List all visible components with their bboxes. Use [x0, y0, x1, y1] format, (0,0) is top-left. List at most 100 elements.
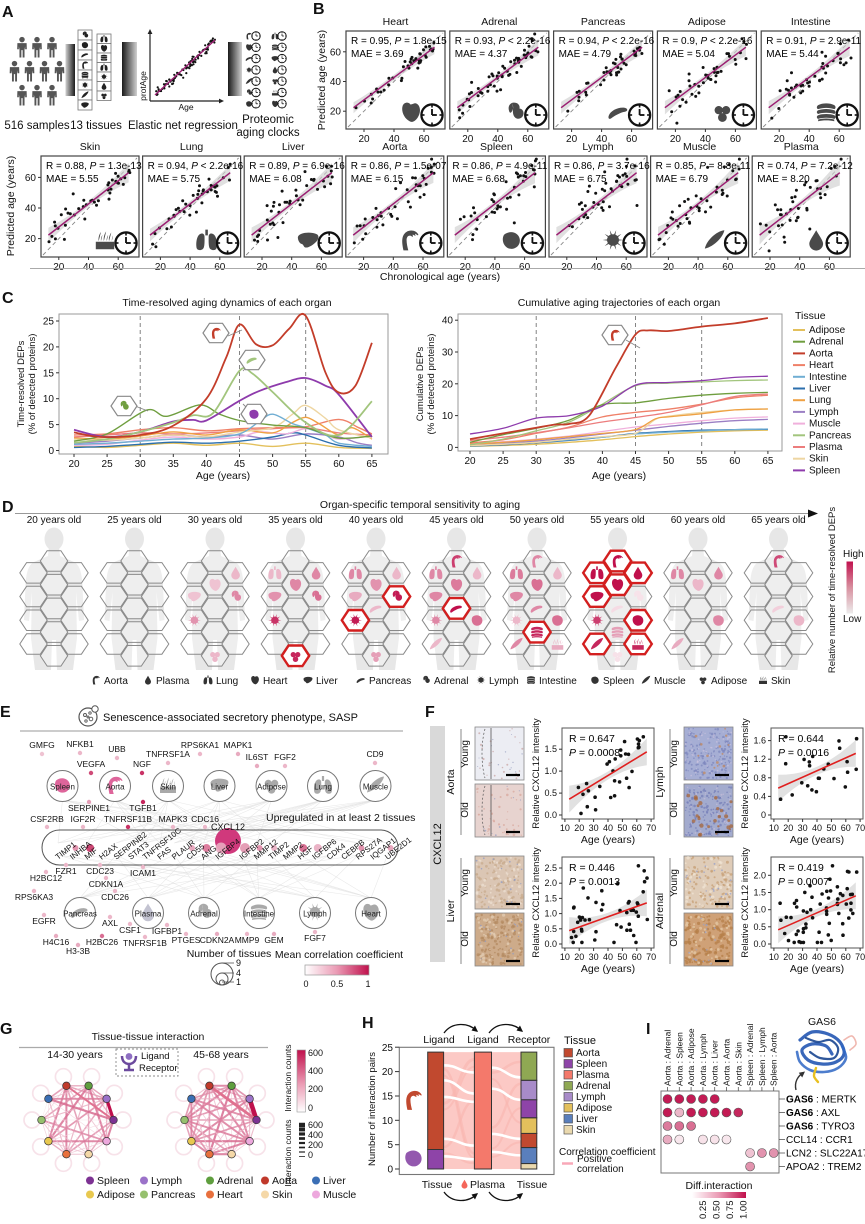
svg-text:0.5: 0.5	[544, 788, 557, 798]
svg-text:0.5: 0.5	[544, 924, 557, 934]
svg-text:40: 40	[603, 952, 613, 962]
svg-text:5: 5	[387, 1140, 393, 1151]
svg-text:Age (years): Age (years)	[581, 963, 635, 975]
svg-text:Relative number of time-resolv: Relative number of time-resolved DEPs	[827, 507, 838, 674]
svg-text:Positive: Positive	[577, 1154, 612, 1165]
svg-text:55: 55	[696, 456, 708, 467]
svg-text:20: 20	[774, 134, 786, 145]
svg-text:IGF2R: IGF2R	[70, 814, 95, 824]
svg-text:C: C	[2, 290, 14, 307]
svg-text:RPS6KA3: RPS6KA3	[15, 892, 54, 902]
svg-text:Heart: Heart	[383, 16, 409, 28]
svg-text:MAE = 5.44: MAE = 5.44	[766, 49, 819, 60]
svg-text:Age (years): Age (years)	[790, 963, 844, 975]
svg-text:20 years old: 20 years old	[27, 515, 81, 526]
svg-text:Predicted age (years): Predicted age (years)	[316, 30, 328, 130]
svg-text:MMP9: MMP9	[235, 935, 260, 945]
svg-text:Adrenal: Adrenal	[217, 1175, 253, 1187]
svg-text:30: 30	[798, 952, 808, 962]
svg-text:Skin: Skin	[809, 454, 828, 465]
svg-text:Organ-specific temporal sensit: Organ-specific temporal sensitivity to a…	[320, 499, 520, 511]
svg-text:Ligand: Ligand	[467, 1034, 499, 1046]
svg-text:40: 40	[185, 262, 197, 273]
svg-text:200: 200	[308, 1084, 323, 1094]
svg-text:55 years old: 55 years old	[590, 515, 644, 526]
svg-text:10: 10	[769, 823, 779, 833]
svg-text:40: 40	[286, 262, 298, 273]
svg-text:FZR1: FZR1	[55, 866, 77, 876]
svg-text:4: 4	[236, 968, 241, 978]
svg-text:20: 20	[574, 952, 584, 962]
svg-text:Senescence-associated secretor: Senescence-associated secretory phenotyp…	[103, 712, 358, 724]
svg-text:Relative CXCL12 intensity: Relative CXCL12 intensity	[531, 718, 542, 829]
svg-text:0.50: 0.50	[712, 1201, 723, 1220]
svg-text:2.0: 2.0	[544, 878, 557, 888]
svg-text:I: I	[646, 1021, 650, 1038]
svg-text:Liver: Liver	[211, 783, 229, 792]
svg-text:10: 10	[43, 394, 55, 405]
svg-text:20: 20	[574, 823, 584, 833]
svg-text:D: D	[2, 499, 14, 516]
svg-text:H: H	[362, 1015, 374, 1032]
svg-text:GAS6 : TYRO3: GAS6 : TYRO3	[786, 1122, 855, 1133]
svg-text:70: 70	[855, 823, 865, 833]
svg-text:MAE = 8.20: MAE = 8.20	[757, 174, 810, 185]
svg-text:Pancreas: Pancreas	[581, 16, 625, 28]
svg-text:70: 70	[855, 952, 865, 962]
svg-text:20: 20	[561, 262, 573, 273]
svg-text:Aorta: Aorta	[445, 769, 457, 794]
svg-text:1.5: 1.5	[753, 887, 766, 897]
svg-text:VEGFA: VEGFA	[77, 759, 106, 769]
svg-text:MAE = 6.75: MAE = 6.75	[554, 174, 607, 185]
svg-text:AXL: AXL	[102, 918, 118, 928]
svg-text:CCL14 : CCR1: CCL14 : CCR1	[786, 1135, 853, 1146]
svg-text:Interaction counts: Interaction counts	[283, 1044, 293, 1111]
svg-text:P = 0.0013: P = 0.0013	[569, 876, 620, 888]
svg-text:protAge: protAge	[138, 71, 148, 101]
svg-text:Tissue: Tissue	[517, 1179, 548, 1191]
svg-text:20: 20	[670, 134, 682, 145]
svg-text:60: 60	[841, 823, 851, 833]
svg-text:20: 20	[663, 262, 675, 273]
svg-text:TNFRSF11B: TNFRSF11B	[104, 814, 152, 824]
svg-text:Aorta: Aorta	[105, 783, 125, 792]
svg-text:60: 60	[25, 173, 37, 184]
svg-text:P = 0.0007: P = 0.0007	[778, 876, 829, 888]
svg-text:Tissue-tissue interaction: Tissue-tissue interaction	[92, 1031, 205, 1043]
svg-text:Heart: Heart	[263, 676, 288, 687]
svg-text:Plasma: Plasma	[784, 141, 819, 153]
svg-text:TGFB1: TGFB1	[129, 803, 157, 813]
svg-text:50: 50	[617, 823, 627, 833]
svg-text:Age (years): Age (years)	[581, 834, 635, 846]
svg-text:Adipose: Adipose	[576, 1103, 613, 1114]
svg-text:GMFG: GMFG	[29, 740, 55, 750]
svg-text:Liver: Liver	[445, 899, 457, 922]
svg-text:Aorta : Adrenal: Aorta : Adrenal	[663, 1030, 673, 1086]
svg-text:Mean correlation coefficient: Mean correlation coefficient	[275, 949, 403, 961]
svg-text:Skin: Skin	[576, 1125, 595, 1136]
svg-text:Pancreas: Pancreas	[151, 1189, 195, 1201]
svg-text:CDKN2A: CDKN2A	[200, 935, 235, 945]
svg-text:Intestine: Intestine	[809, 372, 847, 383]
svg-text:40: 40	[794, 262, 806, 273]
svg-text:400: 400	[308, 1130, 323, 1140]
svg-text:Liver: Liver	[282, 141, 305, 153]
svg-text:40: 40	[388, 262, 400, 273]
svg-text:R = 0.86, P = 3.7e-16: R = 0.86, P = 3.7e-16	[554, 161, 650, 172]
svg-text:R = 0.85, P = 8.8e-11: R = 0.85, P = 8.8e-11	[656, 161, 751, 172]
svg-text:Pancreas: Pancreas	[809, 430, 851, 441]
svg-text:CXCL12: CXCL12	[211, 822, 245, 832]
svg-text:APOA2 : TREM2: APOA2 : TREM2	[786, 1162, 862, 1173]
svg-text:MAE = 6.68: MAE = 6.68	[452, 174, 505, 185]
svg-text:Liver: Liver	[316, 676, 338, 687]
svg-text:40: 40	[700, 134, 712, 145]
svg-text:LCN2 : SLC22A17: LCN2 : SLC22A17	[786, 1149, 865, 1160]
svg-text:MAPK1: MAPK1	[224, 740, 253, 750]
svg-text:40: 40	[489, 262, 501, 273]
svg-text:R = 0.86, P = 1.5e-07: R = 0.86, P = 1.5e-07	[351, 161, 447, 172]
svg-text:Aorta : Lymph: Aorta : Lymph	[698, 1033, 708, 1086]
svg-text:40: 40	[330, 77, 342, 88]
svg-text:50: 50	[617, 952, 627, 962]
svg-text:50: 50	[663, 456, 675, 467]
svg-text:Young: Young	[669, 869, 680, 897]
